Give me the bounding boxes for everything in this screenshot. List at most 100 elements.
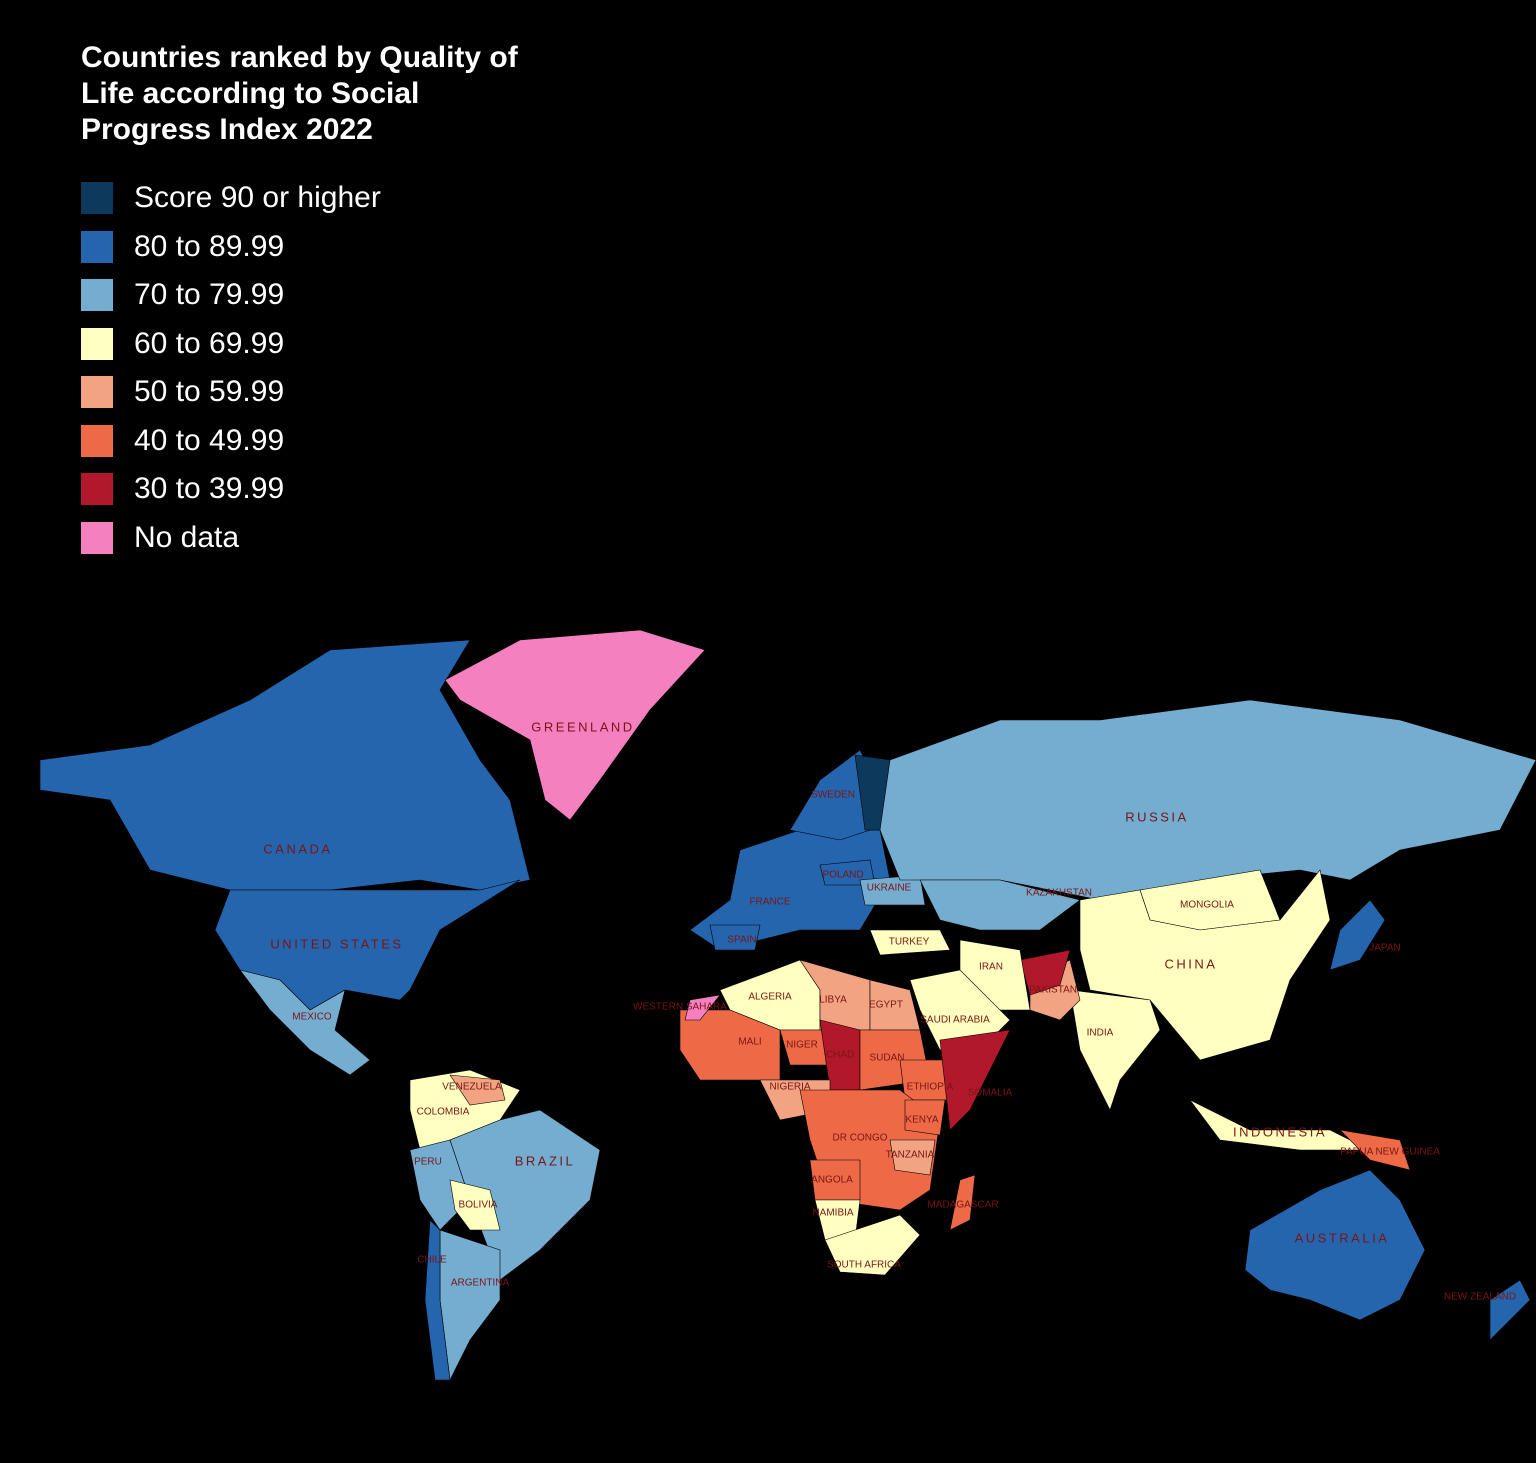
country-label: KENYA [905, 1115, 938, 1126]
country-label: MADAGASCAR [927, 1200, 998, 1211]
country-label: MEXICO [292, 1012, 332, 1023]
legend-item: Score 90 or higher [81, 174, 381, 223]
legend-swatch [81, 327, 113, 360]
country-label: CHILE [417, 1255, 447, 1266]
country [709, 924, 761, 951]
country-label: GREENLAND [531, 719, 634, 734]
country [919, 879, 1081, 931]
country [684, 994, 721, 1021]
country-label: CHAD [826, 1050, 854, 1061]
legend-label: 40 to 49.99 [134, 423, 285, 457]
country-label: DR CONGO [833, 1133, 888, 1144]
legend-swatch [81, 279, 113, 312]
country [824, 1214, 921, 1276]
country-label: AUSTRALIA [1295, 1230, 1390, 1245]
country-label: KAZAKHSTAN [1026, 888, 1092, 899]
legend-item: 50 to 59.99 [81, 368, 381, 417]
country-label: NAMIBIA [812, 1208, 853, 1219]
legend-label: 30 to 39.99 [134, 472, 285, 506]
legend-item: 80 to 89.99 [81, 223, 381, 272]
country-label: MONGOLIA [1180, 900, 1234, 911]
country-label: PERU [414, 1157, 442, 1168]
country [439, 1229, 501, 1382]
legend-item: 70 to 79.99 [81, 271, 381, 320]
country [449, 1074, 506, 1106]
legend: Score 90 or higher 80 to 89.99 70 to 79.99… [81, 174, 381, 562]
country-label: NIGER [786, 1040, 818, 1051]
country [1489, 1279, 1531, 1341]
country [879, 699, 1536, 901]
country-label: UKRAINE [867, 883, 912, 894]
legend-swatch [81, 230, 113, 263]
country [904, 1099, 946, 1136]
country [444, 629, 706, 821]
country-label: ANGOLA [811, 1175, 853, 1186]
country-label: INDIA [1087, 1028, 1114, 1039]
country [1339, 1129, 1411, 1171]
country [1329, 899, 1386, 971]
country-label: LIBYA [819, 995, 847, 1006]
country-label: WESTERN SAHARA [633, 1002, 727, 1013]
country-label: SAUDI ARABIA [920, 1015, 990, 1026]
country-label: SWEDEN [811, 790, 855, 801]
country [1244, 1169, 1426, 1321]
country-label: SOUTH AFRICA [827, 1260, 901, 1271]
country-label: NEW ZEALAND [1444, 1292, 1516, 1303]
legend-label: 60 to 69.99 [134, 326, 285, 360]
country-label: TANZANIA [886, 1150, 935, 1161]
country-label: SPAIN [727, 935, 756, 946]
legend-swatch [81, 376, 113, 409]
legend-label: 50 to 59.99 [134, 375, 285, 409]
country-label: CHINA [1165, 956, 1218, 971]
country-label: SOMALIA [968, 1088, 1013, 1099]
country-label: CANADA [263, 841, 332, 856]
country-label: UNITED STATES [270, 936, 403, 951]
legend-item: 40 to 49.99 [81, 417, 381, 466]
legend-swatch [81, 182, 113, 215]
country [39, 639, 531, 891]
country [889, 1139, 936, 1176]
legend-label: Score 90 or higher [134, 181, 381, 215]
country-label: PAPUA NEW GUINEA [1340, 1147, 1440, 1158]
legend-swatch [81, 521, 113, 554]
country [424, 1219, 451, 1381]
country-label: ARGENTINA [451, 1278, 510, 1289]
country [939, 1029, 1011, 1131]
legend-item: 60 to 69.99 [81, 320, 381, 369]
country-label: FRANCE [749, 897, 790, 908]
country-label: JAPAN [1369, 943, 1401, 954]
country [869, 929, 951, 956]
legend-item: 30 to 39.99 [81, 465, 381, 514]
country-label: BRAZIL [515, 1153, 576, 1168]
country-label: NIGERIA [769, 1082, 810, 1093]
country-label: BOLIVIA [459, 1200, 498, 1211]
country-label: COLOMBIA [417, 1107, 470, 1118]
country-label: INDONESIA [1233, 1124, 1327, 1139]
country [1079, 869, 1331, 1061]
legend-swatch [81, 473, 113, 506]
country-label: ETHIOPIA [907, 1082, 954, 1093]
country-label: POLAND [822, 870, 863, 881]
country [449, 1179, 501, 1231]
country-label: TURKEY [889, 937, 930, 948]
country [239, 969, 371, 1076]
legend-label: 80 to 89.99 [134, 229, 285, 263]
country-label: ALGERIA [748, 992, 792, 1003]
country-label: RUSSIA [1125, 809, 1188, 824]
country-label: EGYPT [869, 1000, 903, 1011]
country-label: SUDAN [869, 1053, 904, 1064]
country-label: VENEZUELA [442, 1082, 502, 1093]
legend-item: No data [81, 514, 381, 563]
legend-swatch [81, 424, 113, 457]
legend-label: 70 to 79.99 [134, 278, 285, 312]
country [1019, 949, 1071, 996]
map-title: Countries ranked by Quality of Life acco… [81, 41, 518, 146]
country [1069, 989, 1161, 1111]
country-label: IRAN [979, 962, 1003, 973]
country [949, 1174, 976, 1231]
country-label: MALI [738, 1037, 761, 1048]
country-label: PAKISTAN [1029, 985, 1077, 996]
legend-label: No data [134, 520, 240, 554]
